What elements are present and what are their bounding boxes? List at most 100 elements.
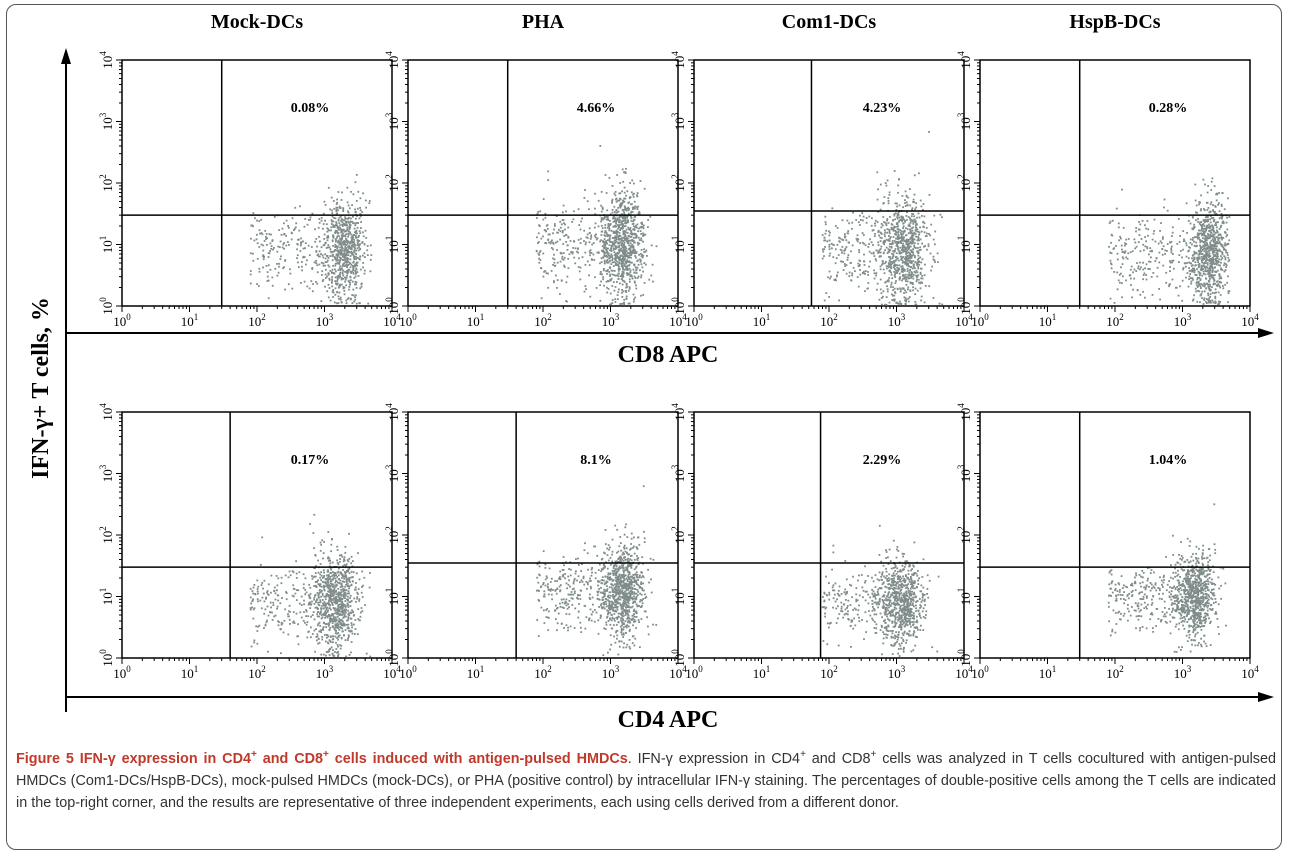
event-dot [268,252,271,255]
event-dot [1132,271,1134,274]
event-dot [884,221,887,224]
event-dot [920,277,923,280]
event-dot [1187,257,1190,259]
event-dot [1214,302,1217,305]
event-dot [637,263,640,266]
event-dot [350,233,353,236]
event-dot [858,264,861,266]
event-dot [359,287,362,290]
event-dot [902,256,905,258]
event-dot [585,241,587,244]
event-dot [348,567,351,570]
event-dot [881,263,883,266]
event-dot [1202,284,1204,287]
event-dot [276,263,278,265]
event-dot [285,598,288,601]
event-dot [624,233,626,236]
event-dot [639,259,642,262]
event-dot [907,251,910,254]
event-dot [600,280,602,283]
event-dot [904,256,907,258]
event-dot [340,588,342,591]
event-dot [280,255,282,258]
event-dot [336,610,339,613]
event-dot [320,653,323,656]
tick-exp: 0 [984,312,989,322]
event-dot [617,298,619,301]
event-dot [913,221,916,223]
event-dot [846,256,849,259]
event-dot [912,248,915,250]
event-dot [621,289,623,291]
event-dot [1220,244,1223,247]
event-dot [1206,201,1209,204]
event-dot [603,252,606,255]
event-dot [918,216,921,219]
event-dot [1201,224,1204,227]
event-dot [623,248,626,251]
event-dot [637,275,640,278]
event-dot [333,588,335,591]
tick-exp: 0 [956,297,966,302]
event-dot [314,228,316,231]
event-dot [340,242,343,245]
event-dot [317,571,320,574]
event-dot [334,276,337,279]
event-dot [355,600,357,603]
event-dot [341,246,344,249]
event-dot [893,262,896,264]
event-dot [368,202,371,205]
event-dot [335,240,337,243]
event-dot [609,249,611,252]
event-dot [321,605,323,607]
event-dot [621,291,623,294]
event-dot [612,216,615,219]
event-dot [615,230,618,233]
event-dot [652,280,654,283]
tick-base: 10 [888,314,901,329]
event-dot [904,261,907,264]
event-dot [610,269,613,272]
event-dot [1214,245,1217,247]
event-dot [1121,248,1123,251]
event-dot [1194,261,1197,264]
tick-exp: 3 [329,664,334,674]
event-dot [619,235,622,238]
event-dot [348,280,351,283]
event-dot [1200,259,1203,262]
event-dot [1228,216,1231,218]
event-dot [591,243,594,246]
event-dot [860,219,862,221]
event-dot [921,277,924,280]
event-dot [936,252,939,255]
event-dot [911,229,914,232]
event-dot [898,219,901,222]
event-dot [341,191,343,194]
tick-label: 100 [384,297,401,315]
event-dot [634,233,637,236]
event-dot [622,276,625,278]
event-dot [611,198,614,201]
event-dot [1121,296,1123,299]
event-dot [899,246,902,249]
event-dot [604,224,607,226]
event-dot [352,611,354,614]
event-dot [556,261,559,264]
event-dot [1115,245,1117,247]
event-dot [906,243,909,245]
event-dot [347,617,350,620]
tick-label: 104 [1241,312,1259,329]
event-dot [894,226,897,228]
event-dot [632,251,635,254]
event-dot [903,274,906,277]
event-dot [259,232,261,235]
event-dot [336,280,338,283]
event-dot [917,251,920,254]
event-dot [635,287,638,290]
event-dot [874,222,876,225]
event-dot [1226,281,1229,284]
event-dot [353,256,355,259]
event-dot [1209,243,1212,245]
event-dot [554,265,556,267]
event-dot [355,268,358,271]
